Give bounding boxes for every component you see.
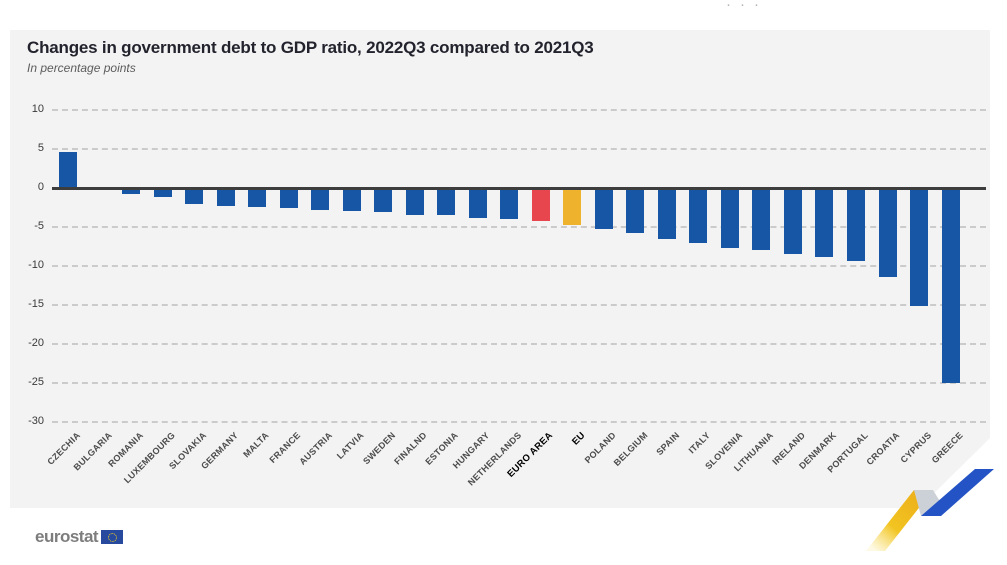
bar-finalnd xyxy=(405,188,424,215)
x-label-cyprus: CYPRUS xyxy=(898,430,934,465)
gridline--30 xyxy=(52,421,986,423)
bar-slovenia xyxy=(720,188,739,249)
gridline--20 xyxy=(52,343,986,345)
bar-austria xyxy=(311,188,330,210)
x-label-sweden: SWEDEN xyxy=(360,430,398,467)
bar-netherlands xyxy=(500,188,519,220)
x-label-eu: EU xyxy=(569,430,588,448)
bar-romania xyxy=(122,188,141,195)
bar-portugal xyxy=(847,188,865,261)
bar-estonia xyxy=(437,188,456,216)
bar-germany xyxy=(216,188,235,206)
bar-sweden xyxy=(374,188,393,213)
x-axis-zero-line xyxy=(52,186,986,190)
x-label-spain: SPAIN xyxy=(653,430,681,458)
bar-denmark xyxy=(815,188,834,258)
bar-spain xyxy=(657,188,676,240)
bar-poland xyxy=(594,188,613,230)
gridline--10 xyxy=(52,265,986,267)
x-label-italy: ITALY xyxy=(687,430,713,456)
eurostat-logo: eurostat xyxy=(35,527,124,547)
y-tick-label--30: -30 xyxy=(28,415,44,427)
bar-cyprus xyxy=(910,188,929,306)
bar-czechia xyxy=(59,152,77,188)
bar-ireland xyxy=(783,188,802,254)
bar-france xyxy=(279,188,298,208)
y-tick-label--5: -5 xyxy=(34,220,44,232)
x-label-croatia: CROATIA xyxy=(864,430,902,468)
eurostat-logo-text: eurostat xyxy=(35,527,99,546)
bar-greece xyxy=(941,188,960,383)
y-tick-label--25: -25 xyxy=(28,376,44,388)
chart-subtitle: In percentage points xyxy=(27,61,136,75)
gridline--5 xyxy=(52,226,986,228)
bar-latvia xyxy=(342,188,361,211)
gridline-5 xyxy=(52,148,986,150)
bar-euro-area xyxy=(531,188,550,221)
y-tick-label--20: -20 xyxy=(28,337,44,349)
x-label-austria: AUSTRIA xyxy=(297,430,335,467)
bar-luxembourg xyxy=(153,188,172,197)
gridline--15 xyxy=(52,304,986,306)
y-tick-label-0: 0 xyxy=(37,181,44,193)
bar-croatia xyxy=(878,188,897,277)
bar-hungary xyxy=(468,188,487,218)
x-label-malta: MALTA xyxy=(241,430,272,460)
bar-malta xyxy=(248,188,267,207)
gridline--25 xyxy=(52,382,986,384)
bar-eu xyxy=(563,188,582,226)
y-tick-label--10: -10 xyxy=(28,259,44,271)
x-label-finalnd: FINALND xyxy=(392,430,429,467)
y-tick-label--15: -15 xyxy=(28,298,44,310)
x-label-greece: GREECE xyxy=(929,430,965,466)
y-tick-label-5: 5 xyxy=(37,142,44,154)
chart-title: Changes in government debt to GDP ratio,… xyxy=(27,38,594,57)
bar-slovakia xyxy=(185,188,204,205)
bar-lithuania xyxy=(752,188,771,250)
overflow-menu-dots-icon[interactable]: ··· xyxy=(726,0,768,13)
bar-belgium xyxy=(626,188,645,234)
eu-flag-icon xyxy=(101,530,124,544)
y-tick-label-10: 10 xyxy=(31,103,44,115)
gridline-10 xyxy=(52,109,986,111)
x-label-latvia: LATVIA xyxy=(334,430,366,461)
bar-italy xyxy=(689,188,708,244)
